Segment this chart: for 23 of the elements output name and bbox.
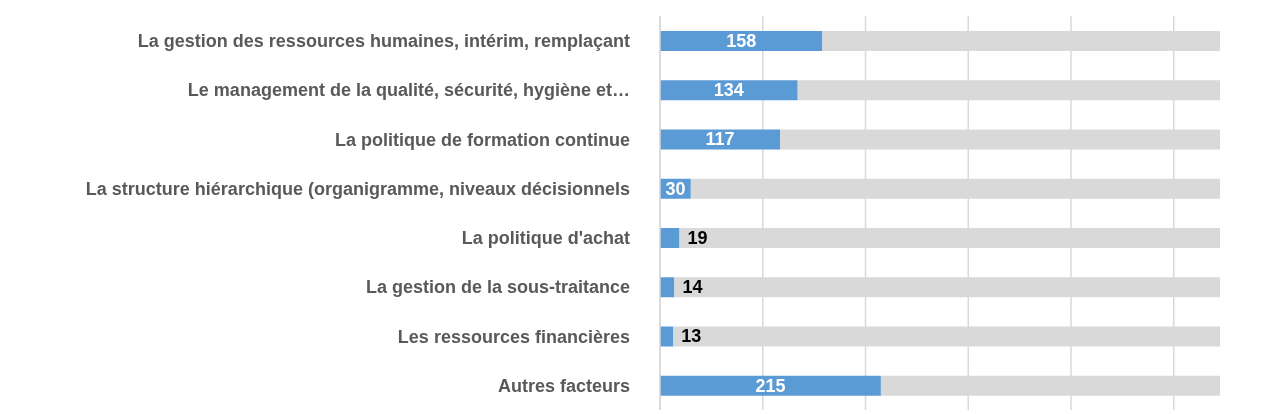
bar [660, 129, 781, 150]
data-label: 19 [687, 227, 708, 248]
bar [660, 31, 823, 51]
y-tick-label: La gestion de la sous-traitance [365, 277, 630, 298]
data-label: 134 [713, 80, 744, 100]
y-tick-label: La gestion des ressources humaines, intérim, remplaçant [137, 31, 630, 52]
y-tick-label: La politique d'achat [461, 228, 630, 249]
y-tick-label: Le management de la qualité, sécurité, hygiène et… [187, 80, 630, 101]
data-label: 117 [705, 129, 735, 150]
y-tick-label: Autres facteurs [497, 375, 630, 396]
data-label: 215 [755, 375, 786, 396]
bar [660, 326, 674, 347]
y-tick-label: Les ressources financières [397, 326, 630, 347]
bar [660, 375, 881, 396]
y-tick-label: La politique de formation continue [335, 129, 630, 150]
y-tick-label: La structure hiérarchique (organigramme, niveaux décisionnels [85, 178, 630, 199]
data-label: 158 [726, 30, 757, 51]
data-label: 30 [665, 178, 686, 199]
data-label: 14 [682, 277, 703, 297]
data-label: 13 [681, 326, 702, 347]
bar [660, 228, 680, 248]
bar [660, 277, 675, 298]
bar [660, 80, 798, 101]
